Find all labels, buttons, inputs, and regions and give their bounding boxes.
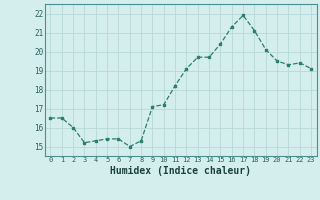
X-axis label: Humidex (Indice chaleur): Humidex (Indice chaleur) bbox=[110, 166, 251, 176]
